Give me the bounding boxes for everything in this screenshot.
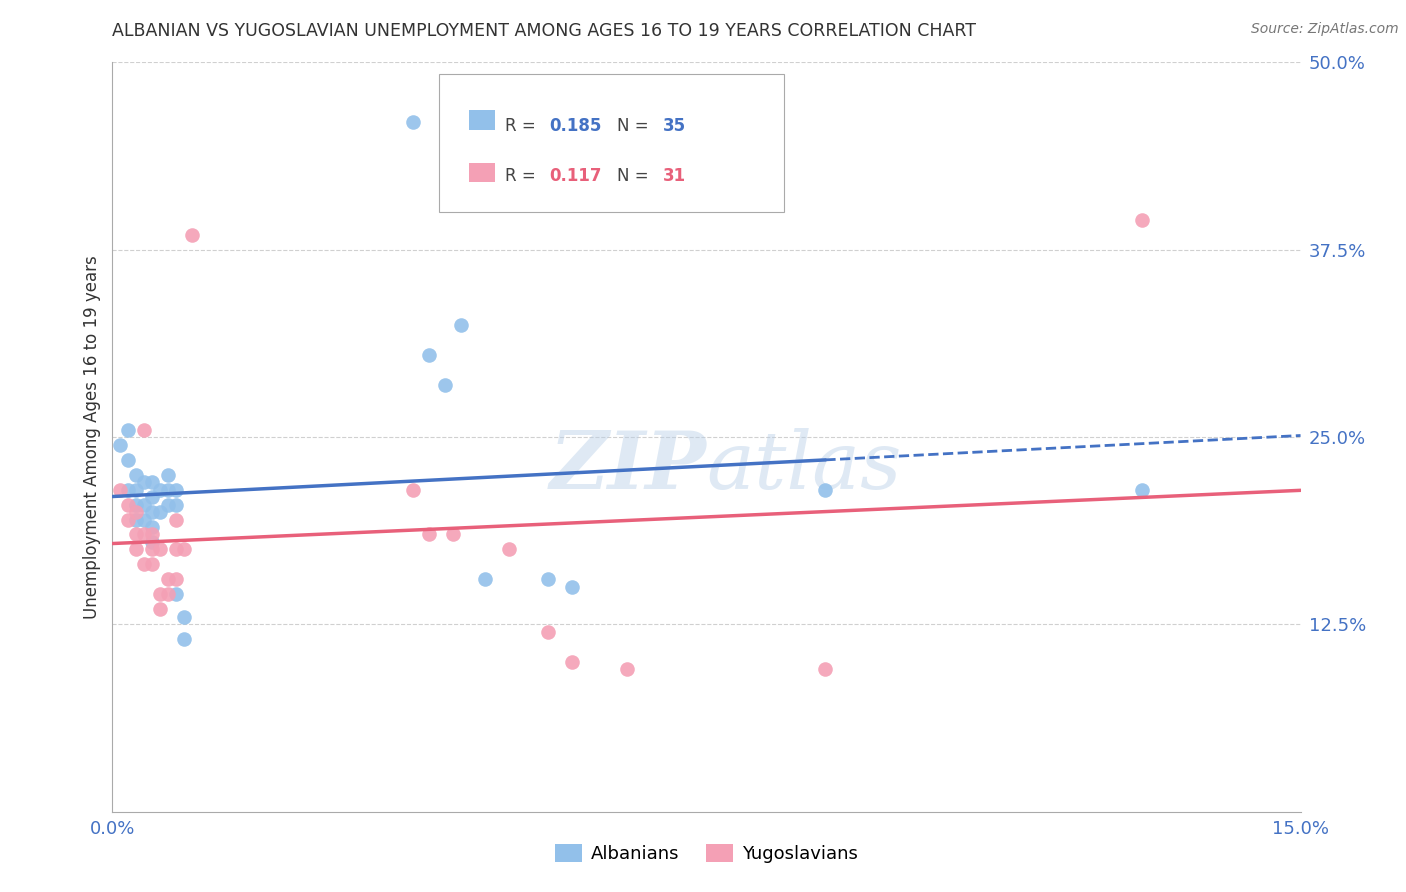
Point (434, 377, 457, 392)
Point (1130, 212, 1153, 227)
Y-axis label: Unemployment Among Ages 16 to 19 years: Unemployment Among Ages 16 to 19 years (83, 255, 101, 619)
Point (814, 662, 837, 676)
Point (474, 573, 496, 587)
Text: 0.185: 0.185 (550, 117, 602, 135)
Point (125, 527, 148, 541)
Text: 31: 31 (662, 168, 686, 186)
Point (498, 542, 520, 557)
Point (165, 498, 187, 512)
Point (173, 610, 195, 624)
Point (814, 483, 837, 497)
Text: R =: R = (505, 117, 540, 135)
FancyBboxPatch shape (439, 74, 783, 212)
Point (125, 467, 148, 482)
Point (149, 483, 172, 497)
Point (134, 498, 156, 512)
Point (173, 632, 195, 647)
Point (141, 475, 163, 489)
Point (141, 527, 163, 541)
Text: N =: N = (617, 168, 654, 186)
Point (156, 483, 179, 497)
Point (125, 498, 148, 512)
Point (418, 348, 440, 362)
Point (165, 542, 187, 557)
Point (149, 542, 172, 557)
Point (402, 483, 425, 497)
Point (141, 520, 163, 534)
Point (165, 573, 187, 587)
Text: 0.117: 0.117 (550, 168, 602, 186)
Point (125, 505, 148, 519)
FancyBboxPatch shape (470, 162, 495, 182)
Point (110, 483, 132, 497)
Point (149, 505, 172, 519)
Point (165, 587, 187, 601)
Point (149, 602, 172, 616)
Point (156, 587, 179, 601)
Point (117, 423, 139, 437)
Point (141, 505, 163, 519)
Point (173, 542, 195, 557)
Point (117, 452, 139, 467)
Point (450, 318, 472, 332)
Point (117, 498, 139, 512)
Point (117, 483, 139, 497)
Point (156, 573, 179, 587)
Point (156, 498, 179, 512)
Point (180, 227, 202, 242)
Text: R =: R = (505, 168, 540, 186)
Point (537, 624, 560, 639)
Point (134, 512, 156, 526)
Point (149, 587, 172, 601)
Text: N =: N = (617, 117, 654, 135)
Point (134, 423, 156, 437)
Point (141, 490, 163, 504)
Point (125, 483, 148, 497)
Legend: Albanians, Yugoslavians: Albanians, Yugoslavians (547, 837, 866, 870)
Point (402, 115, 425, 129)
FancyBboxPatch shape (470, 110, 495, 130)
Point (165, 483, 187, 497)
Text: atlas: atlas (707, 428, 901, 506)
Point (1130, 483, 1153, 497)
Point (134, 527, 156, 541)
Point (165, 512, 187, 526)
Point (134, 558, 156, 572)
Point (418, 527, 440, 541)
Point (134, 475, 156, 489)
Point (141, 535, 163, 549)
Point (441, 527, 464, 541)
Point (537, 573, 560, 587)
Point (561, 655, 583, 669)
Point (125, 542, 148, 557)
Point (117, 512, 139, 526)
Point (616, 662, 638, 676)
Text: ALBANIAN VS YUGOSLAVIAN UNEMPLOYMENT AMONG AGES 16 TO 19 YEARS CORRELATION CHART: ALBANIAN VS YUGOSLAVIAN UNEMPLOYMENT AMO… (112, 22, 977, 40)
Point (561, 580, 583, 594)
Text: Source: ZipAtlas.com: Source: ZipAtlas.com (1251, 22, 1399, 37)
Text: 35: 35 (662, 117, 686, 135)
Point (141, 542, 163, 557)
Point (110, 437, 132, 451)
Point (125, 512, 148, 526)
Point (141, 558, 163, 572)
Point (156, 467, 179, 482)
Text: ZIP: ZIP (550, 428, 707, 506)
